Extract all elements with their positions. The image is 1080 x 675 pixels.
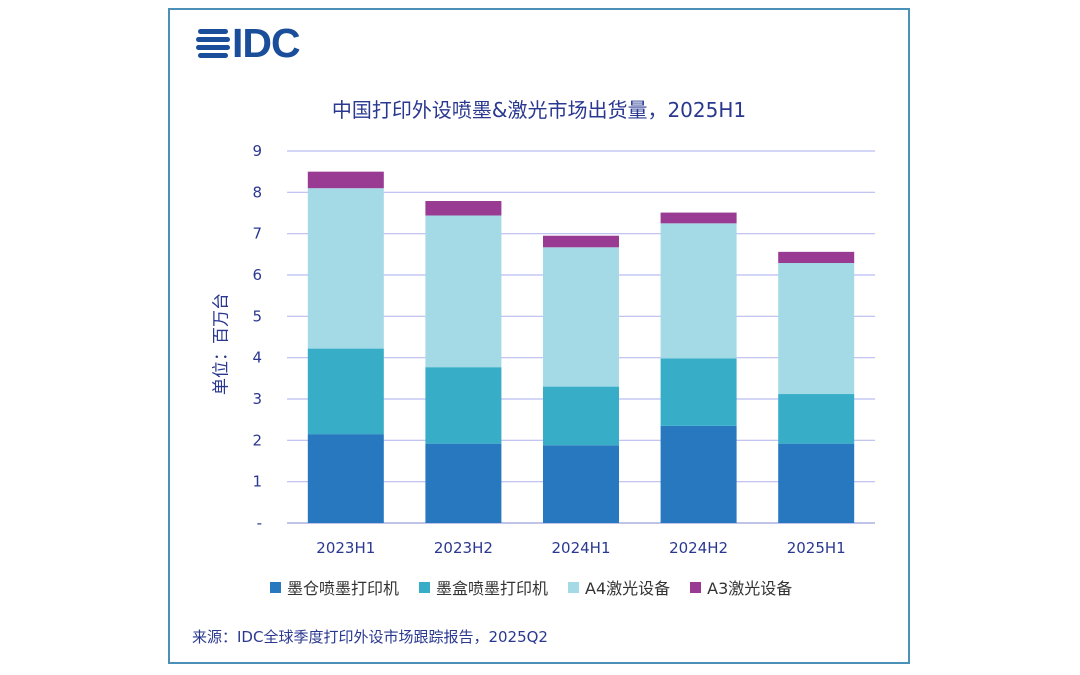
legend-swatch — [690, 581, 702, 593]
chart-title: 中国打印外设喷墨&激光市场出货量，2025H1 — [331, 98, 747, 122]
bar-segment — [778, 251, 855, 264]
bar-segment — [425, 201, 502, 216]
bar-segment — [660, 223, 737, 359]
legend-label: A4激光设备 — [585, 579, 671, 598]
bar-segment — [425, 443, 502, 523]
legend-label: A3激光设备 — [707, 579, 793, 598]
legend-item: 墨盒喷墨打印机 — [419, 575, 548, 599]
y-tick-label: - — [257, 514, 262, 532]
y-tick-label: 3 — [252, 390, 262, 408]
y-tick-label: 7 — [252, 225, 262, 243]
bar-segment — [307, 434, 384, 523]
legend-label: 墨仓喷墨打印机 — [287, 579, 400, 598]
x-tick-label: 2023H2 — [434, 539, 493, 557]
y-tick-label: 5 — [252, 307, 262, 325]
x-tick-label: 2024H1 — [552, 539, 611, 557]
legend-swatch — [419, 581, 431, 593]
y-tick-label: 6 — [252, 266, 262, 284]
logo-text: IDC — [232, 20, 301, 66]
bar-segment — [543, 445, 619, 523]
bar-segment — [660, 358, 737, 426]
y-tick-label: 2 — [252, 431, 262, 449]
legend-item: 墨仓喷墨打印机 — [270, 575, 399, 599]
legend-swatch — [270, 581, 281, 593]
bar-segment — [543, 235, 619, 248]
bar-segment — [778, 394, 855, 444]
bar-segment — [425, 215, 502, 368]
chart-legend: 墨仓喷墨打印机 墨盒喷墨打印机 A4激光设备 A3激光设备 — [270, 576, 792, 598]
bar-segment — [543, 247, 619, 387]
bar-segment — [660, 212, 737, 224]
y-tick-label: 8 — [252, 183, 262, 201]
x-tick-label: 2024H2 — [669, 539, 728, 557]
bar-segment — [307, 171, 384, 189]
bar-segment — [778, 443, 855, 523]
bar-segment — [660, 425, 737, 523]
y-tick-label: 1 — [252, 473, 262, 491]
bar-segment — [307, 348, 384, 435]
bar-segment — [543, 386, 619, 446]
bar-segment — [778, 263, 855, 395]
bar-segment — [307, 188, 384, 349]
x-tick-label: 2025H1 — [787, 539, 846, 557]
x-tick-label: 2023H1 — [316, 539, 375, 557]
legend-item: A3激光设备 — [690, 575, 792, 599]
legend-label: 墨盒喷墨打印机 — [436, 579, 549, 598]
idc-logo: IDC — [196, 20, 326, 66]
legend-item: A4激光设备 — [568, 575, 670, 599]
y-tick-label: 4 — [252, 349, 262, 367]
y-tick-label: 9 — [252, 142, 262, 160]
legend-swatch — [568, 581, 580, 593]
bar-segment — [425, 367, 502, 444]
source-note: 来源：IDC全球季度打印外设市场跟踪报告，2025Q2 — [192, 628, 548, 646]
globe-icon — [196, 29, 230, 58]
